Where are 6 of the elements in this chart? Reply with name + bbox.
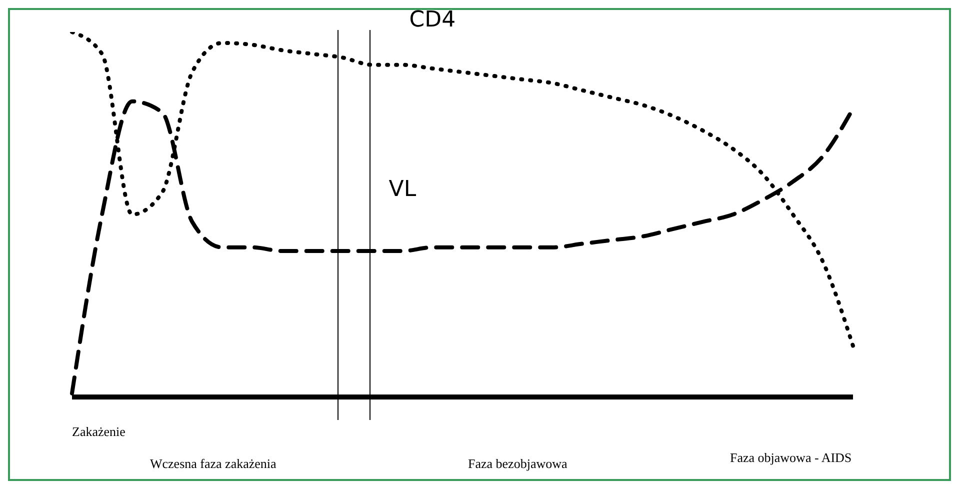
text: VL — [388, 177, 417, 202]
text: Faza objawowa - AIDS — [730, 450, 852, 466]
text: Zakażenie — [72, 424, 126, 440]
text: Wczesna faza zakażenia — [150, 456, 276, 472]
series-label: CD4 — [409, 8, 456, 32]
text: Faza bezobjawowa — [468, 456, 568, 472]
